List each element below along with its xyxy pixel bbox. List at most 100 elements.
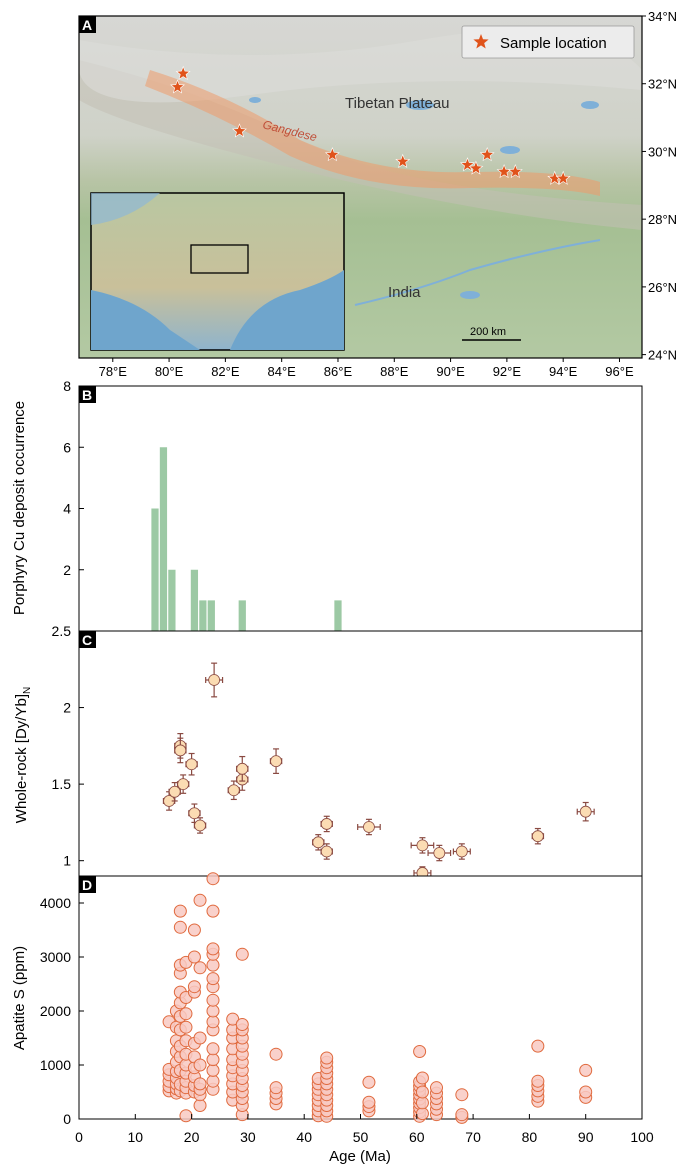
xtick-label: 60 bbox=[409, 1129, 425, 1145]
ytick-label: 2000 bbox=[40, 1003, 71, 1019]
ytick-label: 4 bbox=[63, 501, 71, 517]
xtick-label: 20 bbox=[184, 1129, 200, 1145]
sample-star-icon bbox=[324, 146, 340, 162]
dyyb-marker bbox=[208, 674, 221, 686]
apatite-point bbox=[206, 904, 220, 918]
apatite-point bbox=[269, 1047, 283, 1061]
lat-tick-label: 32°N bbox=[648, 77, 677, 92]
apatite-point bbox=[206, 1074, 220, 1088]
lon-tick-label: 96°E bbox=[605, 364, 634, 379]
dyyb-point bbox=[188, 803, 201, 824]
lat-tick-label: 34°N bbox=[648, 9, 677, 24]
apatite-point bbox=[193, 893, 207, 907]
apatite-point bbox=[455, 1088, 469, 1102]
apatite-point bbox=[415, 1096, 429, 1110]
apatite-point bbox=[579, 1085, 593, 1099]
map-legend: Sample location bbox=[461, 25, 635, 59]
inset-location-box bbox=[190, 244, 249, 274]
apatite-point bbox=[193, 1058, 207, 1072]
dyyb-point bbox=[227, 780, 241, 801]
sample-stars bbox=[170, 65, 571, 185]
lake bbox=[581, 101, 599, 109]
lat-tick-label: 24°N bbox=[648, 348, 677, 363]
sample-star-icon bbox=[479, 146, 495, 162]
inset-ocean-east bbox=[230, 270, 344, 350]
apatite-point bbox=[206, 993, 220, 1007]
panel-c-frame bbox=[78, 630, 643, 877]
apatite-point bbox=[187, 950, 201, 964]
apatite-point bbox=[187, 923, 201, 937]
inset-sea-north bbox=[91, 193, 160, 225]
lon-tick-label: 84°E bbox=[268, 364, 297, 379]
sample-star-icon bbox=[555, 170, 571, 185]
dyyb-point bbox=[269, 748, 283, 775]
panel-c-ylabel-main: Whole-rock [Dy/Yb] bbox=[13, 694, 30, 823]
panel-c-letter: C bbox=[82, 632, 92, 648]
dyyb-point bbox=[312, 834, 325, 851]
apatite-point bbox=[206, 958, 220, 972]
apatite-point bbox=[206, 942, 220, 956]
dyyb-point bbox=[236, 755, 249, 782]
bar bbox=[151, 508, 159, 631]
panel-b-frame bbox=[78, 385, 643, 632]
sample-star-icon bbox=[232, 123, 247, 138]
apatite-point bbox=[206, 1053, 220, 1067]
panel-d-letter: D bbox=[82, 877, 92, 893]
sample-star-icon bbox=[468, 160, 484, 175]
dyyb-marker bbox=[185, 758, 198, 771]
dyyb-point bbox=[452, 843, 471, 860]
panel-a-map: Sample location Tibetan Plateau Gangdese… bbox=[78, 9, 677, 379]
apatite-point bbox=[179, 1007, 193, 1021]
sample-star-icon bbox=[395, 153, 411, 168]
sample-star-icon bbox=[170, 79, 186, 94]
dyyb-point bbox=[205, 662, 224, 698]
legend-box bbox=[461, 25, 635, 59]
apatite-point bbox=[206, 1042, 220, 1056]
dyyb-marker bbox=[455, 845, 468, 858]
apatite-point bbox=[320, 1051, 334, 1065]
xtick-label: 80 bbox=[522, 1129, 538, 1145]
apatite-point bbox=[179, 1109, 193, 1123]
scale-bar-label: 200 km bbox=[470, 326, 506, 338]
bar bbox=[207, 600, 215, 631]
lake bbox=[500, 146, 520, 154]
lat-tick-label: 28°N bbox=[648, 212, 677, 227]
dyyb-point bbox=[185, 752, 198, 776]
bar bbox=[199, 600, 207, 631]
xtick-label: 0 bbox=[75, 1129, 83, 1145]
dyyb-marker bbox=[188, 807, 201, 820]
inset-ocean-west bbox=[91, 290, 200, 350]
lat-tick-label: 30°N bbox=[648, 144, 677, 159]
apatite-point bbox=[455, 1108, 469, 1122]
apatite-point bbox=[187, 980, 201, 994]
dyyb-point bbox=[168, 781, 181, 802]
panel-c-dyyb: 11.52 Whole-rock [Dy/Yb]N C bbox=[13, 630, 643, 880]
dyyb-point bbox=[320, 843, 333, 860]
apatite-point bbox=[235, 1018, 249, 1031]
lon-tick-label: 90°E bbox=[436, 364, 465, 379]
apatite-point bbox=[206, 1004, 220, 1018]
apatite-point bbox=[206, 1015, 220, 1029]
apatite-point bbox=[193, 1099, 207, 1112]
dyyb-marker bbox=[177, 778, 190, 791]
map-frame bbox=[78, 15, 643, 359]
dyyb-point bbox=[410, 837, 435, 854]
apatite-point bbox=[413, 1045, 427, 1058]
bar bbox=[190, 569, 199, 631]
bar bbox=[159, 447, 168, 631]
panel-a-letter: A bbox=[82, 17, 92, 33]
apatite-point bbox=[173, 920, 187, 934]
panel-b-badge bbox=[79, 386, 96, 403]
apatite-point bbox=[235, 947, 249, 961]
ytick-label: 1000 bbox=[40, 1057, 71, 1073]
apatite-point bbox=[430, 1081, 444, 1095]
dyyb-marker bbox=[531, 830, 544, 843]
apatite-point bbox=[362, 1095, 376, 1109]
apatite-point bbox=[415, 1107, 429, 1121]
legend-label: Sample location bbox=[500, 35, 607, 52]
apatite-point bbox=[415, 1071, 429, 1085]
dyyb-marker bbox=[312, 836, 325, 849]
lon-tick-label: 82°E bbox=[211, 364, 240, 379]
label-india: India bbox=[388, 284, 421, 301]
bar bbox=[334, 600, 342, 631]
